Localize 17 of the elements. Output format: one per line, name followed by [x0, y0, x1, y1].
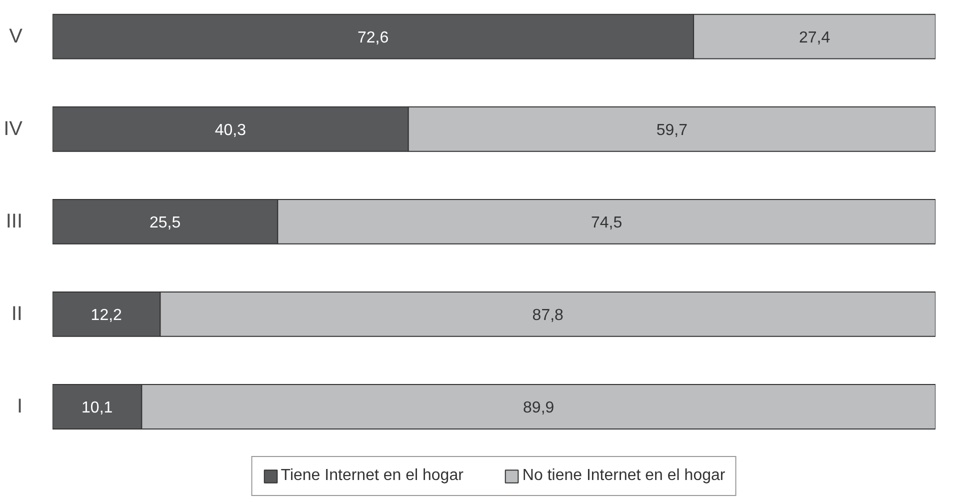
legend-label: Tiene Internet en el hogar [280, 467, 464, 485]
y-tick-label: V [9, 26, 24, 48]
y-tick-label: III [6, 210, 22, 233]
data-label: 27,4 [798, 30, 830, 47]
data-label: 25,5 [150, 214, 181, 232]
data-label: 59,7 [656, 122, 688, 140]
data-label: 74,5 [591, 214, 622, 232]
data-label: 10,1 [82, 400, 113, 417]
y-tick-label: II [11, 303, 23, 326]
data-label: 40,3 [214, 122, 246, 140]
data-label: 12,2 [90, 307, 122, 324]
data-label: 87,8 [532, 307, 564, 324]
data-label: 72,6 [357, 30, 389, 47]
data-label: 89,9 [523, 400, 554, 417]
y-tick-label: IV [4, 118, 24, 140]
y-tick-label: I [16, 396, 23, 418]
legend-label: No tiene Internet en el hogar [522, 467, 726, 485]
